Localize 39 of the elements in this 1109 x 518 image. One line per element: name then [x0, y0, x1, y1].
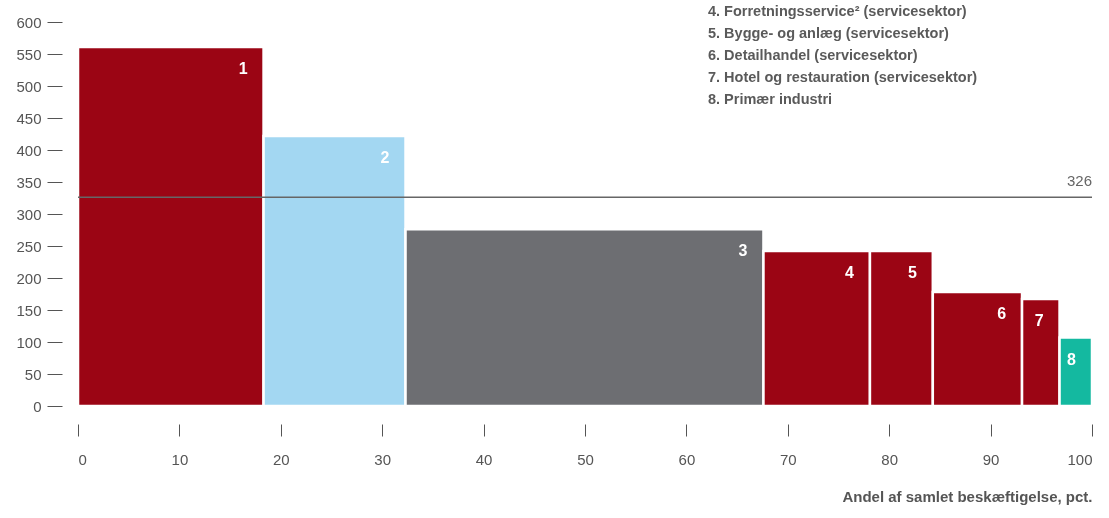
- y-tick-label: 200: [16, 269, 42, 287]
- ref-line-label: 326: [1066, 172, 1092, 190]
- y-tick-label: 500: [16, 77, 42, 95]
- x-tick-label: 90: [982, 450, 1000, 468]
- x-tick-label: 60: [678, 450, 696, 468]
- y-tick-label: 0: [33, 397, 42, 415]
- y-tick-label: 250: [16, 237, 42, 255]
- x-tick-label: 30: [374, 450, 392, 468]
- y-tick-label: 600: [16, 13, 42, 31]
- x-tick-label: 70: [779, 450, 797, 468]
- y-tick-label: 350: [16, 173, 42, 191]
- y-tick-label: 400: [16, 141, 42, 159]
- annotation: 1: [238, 59, 248, 77]
- x-axis-title: Andel af samlet beskæftigelse, pct.: [842, 487, 1093, 505]
- annotation: 3: [738, 242, 748, 260]
- y-tick-label: 50: [24, 365, 42, 383]
- annotation: 5. Bygge- og anlæg (servicesektor): [708, 24, 950, 43]
- x-tick-label: 0: [78, 450, 87, 468]
- y-tick-label: 150: [16, 301, 42, 319]
- annotation: 6. Detailhandel (servicesektor): [708, 46, 919, 65]
- annotation: 6: [997, 305, 1007, 323]
- x-tick-label: 10: [171, 450, 189, 468]
- x-tick-label: 50: [577, 450, 594, 468]
- annotation: 5: [907, 264, 917, 282]
- y-tick-label: 550: [16, 45, 42, 63]
- x-tick-label: 40: [475, 450, 493, 468]
- x-tick-label: 100: [1067, 450, 1093, 468]
- y-tick-label: 300: [16, 205, 42, 223]
- y-tick-label: 450: [16, 109, 42, 127]
- annotation: 8. Primær industri: [708, 90, 834, 109]
- text: 4. Forretningsservice² (servicesektor): [708, 2, 968, 21]
- annotation: 4: [845, 264, 855, 282]
- x-tick-label: 80: [881, 450, 899, 468]
- annotation: 2: [380, 148, 390, 166]
- annotation: 7. Hotel og restauration (servicesektor): [708, 68, 978, 87]
- annotation: 8: [1067, 350, 1077, 368]
- annotation: 7: [1034, 312, 1044, 330]
- x-tick-label: 20: [272, 450, 290, 468]
- y-tick-label: 100: [16, 333, 42, 351]
